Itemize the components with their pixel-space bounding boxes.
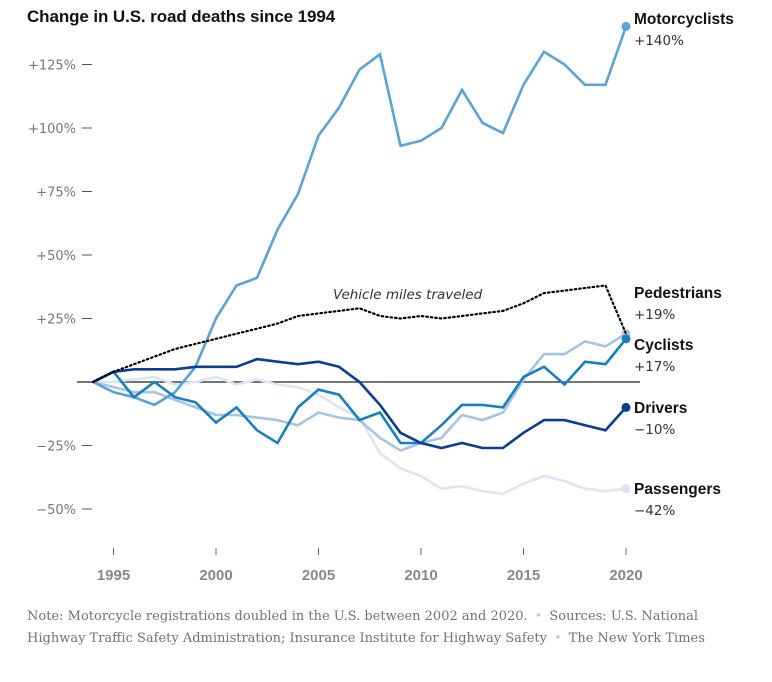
cyclists-end-dot bbox=[621, 334, 631, 344]
pedestrians-label: Pedestrians bbox=[634, 285, 722, 302]
passengers-label: Passengers bbox=[634, 481, 721, 498]
separator-dot: • bbox=[534, 609, 543, 624]
chart-note: Note: Motorcycle registrations doubled i… bbox=[27, 606, 757, 650]
motorcyclists-label: Motorcyclists bbox=[634, 11, 734, 28]
y-tick-label: +125% bbox=[28, 59, 76, 74]
separator-dot: • bbox=[554, 631, 562, 646]
y-tick-label: −50% bbox=[36, 503, 76, 518]
x-tick-label: 1995 bbox=[97, 567, 130, 584]
passengers-end-dot bbox=[621, 484, 631, 494]
x-tick-label: 2020 bbox=[609, 567, 642, 584]
motorcyclists-end-dot bbox=[621, 21, 631, 31]
vmt-annotation: Vehicle miles traveled bbox=[333, 287, 483, 303]
credit-text: The New York Times bbox=[568, 631, 705, 646]
y-tick-label: +75% bbox=[36, 186, 76, 201]
y-tick-label: +100% bbox=[28, 122, 76, 137]
chart-title: Change in U.S. road deaths since 1994 bbox=[27, 7, 336, 26]
motorcyclists-line bbox=[92, 25, 628, 407]
series-labels: Motorcyclists +140% Pedestrians +19% Cyclist… bbox=[634, 11, 734, 519]
drivers-end-dot bbox=[621, 402, 631, 412]
x-tick-label: 2010 bbox=[404, 567, 437, 584]
cyclists-value-label: +17% bbox=[634, 359, 675, 375]
drivers-line bbox=[92, 357, 627, 450]
line-chart: +125% +100% +75% +50% +25% −25% −50% 1995 2000 2… bbox=[28, 11, 734, 584]
cyclists-line bbox=[92, 337, 628, 445]
x-tick-label: 2015 bbox=[507, 567, 540, 584]
y-tick-label: +50% bbox=[36, 249, 76, 264]
y-tick-label: +25% bbox=[36, 313, 76, 328]
drivers-label: Drivers bbox=[634, 400, 687, 417]
motorcyclists-value-label: +140% bbox=[634, 33, 684, 49]
y-axis: +125% +100% +75% +50% +25% −25% −50% bbox=[28, 59, 92, 518]
x-tick-label: 2005 bbox=[302, 567, 335, 584]
sources-text: Sources: U.S. National Highway Traffic S… bbox=[27, 609, 699, 646]
series-lines bbox=[91, 21, 631, 496]
x-tick-label: 2000 bbox=[199, 567, 232, 584]
y-tick-label: −25% bbox=[36, 440, 76, 455]
x-axis: 1995 2000 2005 2010 2015 2020 bbox=[97, 548, 643, 584]
pedestrians-value-label: +19% bbox=[634, 307, 675, 323]
vehicle-miles-traveled-line bbox=[91, 284, 628, 384]
passengers-value-label: −42% bbox=[634, 503, 675, 519]
drivers-value-label: −10% bbox=[634, 422, 675, 438]
cyclists-label: Cyclists bbox=[634, 337, 693, 354]
note-text: Note: Motorcycle registrations doubled i… bbox=[27, 609, 528, 624]
